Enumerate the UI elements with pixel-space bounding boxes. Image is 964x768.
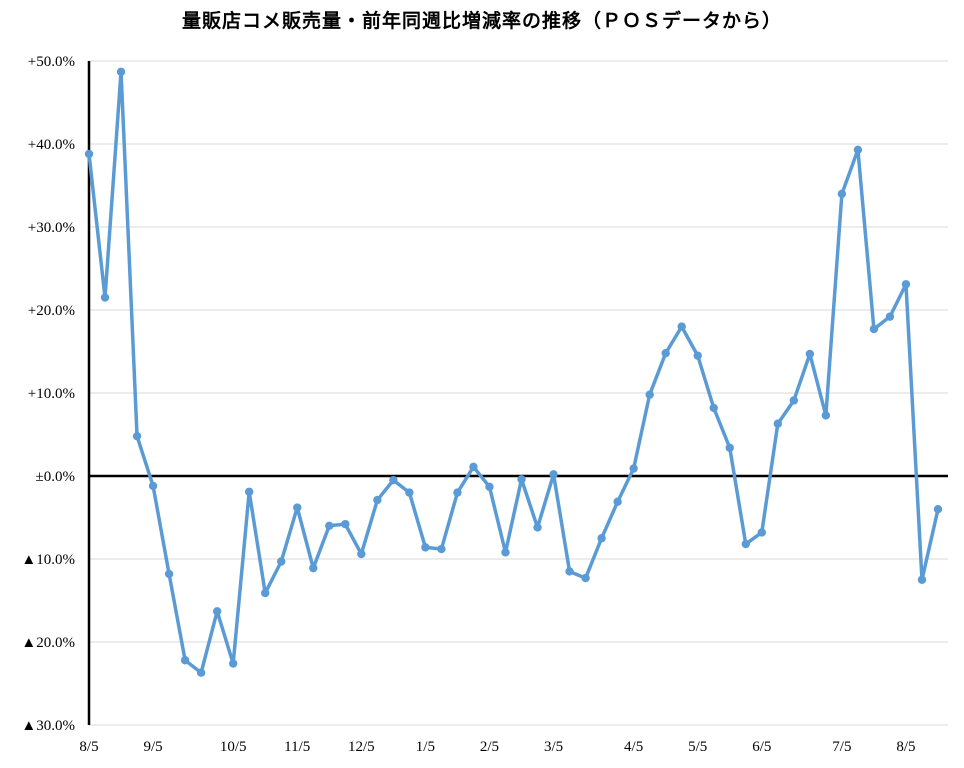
data-point	[164, 569, 174, 579]
y-tick-label: +10.0%	[28, 386, 75, 402]
x-tick-label: 9/5	[143, 739, 162, 755]
data-point	[821, 411, 831, 420]
data-point	[757, 528, 766, 537]
data-point	[244, 487, 254, 496]
data-point	[901, 280, 911, 289]
x-tick-label: 10/5	[220, 739, 247, 755]
data-point	[196, 668, 206, 677]
data-point	[84, 149, 94, 159]
chart-title: 量販店コメ販売量・前年同週比増減率の推移（ＰＯＳデータから）	[181, 10, 782, 32]
y-tick-label: +50.0%	[28, 54, 75, 70]
data-point	[853, 145, 863, 155]
data-point	[389, 475, 398, 485]
data-point	[581, 573, 590, 583]
data-point	[485, 482, 494, 491]
data-point	[789, 396, 799, 405]
data-point	[228, 659, 238, 668]
y-tick-label: +30.0%	[28, 220, 75, 236]
data-point	[709, 403, 718, 413]
data-point	[373, 495, 382, 505]
data-point	[869, 324, 879, 334]
y-tick-label: ▲10.0%	[21, 552, 75, 568]
data-point	[116, 67, 126, 76]
data-point	[341, 519, 350, 529]
data-point	[501, 548, 510, 557]
y-tick-label: +20.0%	[28, 303, 75, 319]
x-tick-label: 2/5	[480, 739, 499, 755]
data-point	[469, 462, 478, 472]
data-point	[741, 539, 750, 549]
data-point	[613, 497, 622, 506]
x-tick-label: 12/5	[348, 739, 375, 755]
x-tick-label: 4/5	[624, 739, 643, 755]
data-point	[693, 351, 702, 360]
y-tick-label: ▲20.0%	[21, 635, 75, 651]
data-point	[405, 488, 414, 497]
data-point	[325, 521, 334, 530]
x-tick-label: 7/5	[832, 739, 851, 755]
data-point	[565, 567, 574, 576]
data-point	[533, 523, 542, 532]
data-point	[212, 607, 222, 616]
y-tick-label: ▲30.0%	[21, 718, 75, 734]
data-point	[421, 543, 430, 552]
data-point	[933, 505, 943, 514]
y-tick-label: ±0.0%	[36, 469, 75, 485]
x-tick-label: 5/5	[688, 739, 707, 755]
data-point	[453, 488, 462, 497]
x-tick-label: 11/5	[284, 739, 310, 755]
data-point	[629, 464, 638, 473]
data-point	[885, 312, 895, 321]
x-tick-label: 6/5	[752, 739, 771, 755]
data-point	[100, 293, 110, 302]
data-point	[148, 481, 158, 491]
data-point	[805, 349, 815, 359]
data-point	[437, 544, 446, 554]
data-point	[677, 322, 686, 331]
data-point	[645, 390, 654, 399]
x-tick-label: 8/5	[79, 739, 98, 755]
data-point	[180, 656, 190, 665]
data-point	[773, 419, 783, 428]
data-point	[277, 557, 286, 566]
data-point	[261, 588, 270, 598]
data-point	[917, 575, 927, 584]
x-tick-label: 1/5	[416, 739, 435, 755]
data-point	[293, 503, 302, 512]
data-point	[725, 443, 734, 452]
data-point	[661, 348, 670, 358]
data-point	[837, 189, 847, 198]
data-point	[132, 431, 142, 441]
data-point	[517, 475, 526, 484]
data-point	[549, 470, 558, 479]
x-tick-label: 3/5	[544, 739, 563, 755]
data-point	[597, 534, 606, 543]
data-point	[309, 563, 318, 573]
y-tick-label: +40.0%	[28, 137, 75, 153]
data-point	[357, 549, 366, 559]
series-line	[87, 70, 940, 675]
x-tick-label: 8/5	[896, 739, 915, 755]
